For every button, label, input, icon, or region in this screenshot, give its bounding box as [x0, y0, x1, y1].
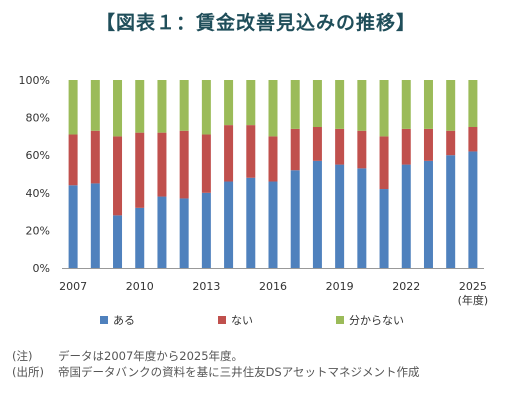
legend-swatch [336, 316, 344, 324]
bar-segment-分からない-2009 [113, 80, 123, 137]
bar-segment-ある-2009 [113, 215, 123, 268]
note-row: (注) データは2007年度から2025年度。 [12, 348, 420, 364]
source-text: 帝国データバンクの資料を基に三井住友DSアセットマネジメント作成 [58, 365, 420, 379]
bar-segment-ない-2015 [246, 125, 256, 178]
bar-segment-分からない-2010 [135, 80, 145, 133]
bar-segment-ない-2024 [446, 130, 456, 156]
bar-segment-分からない-2020 [357, 80, 367, 131]
bar-segment-ない-2013 [201, 134, 211, 193]
bar-segment-分からない-2015 [246, 80, 256, 126]
bar-segment-分からない-2023 [423, 80, 433, 129]
bar-segment-ない-2009 [113, 136, 123, 216]
bar-segment-ある-2020 [357, 168, 367, 268]
bar-segment-ない-2014 [224, 125, 234, 182]
legend-label: ない [231, 314, 253, 327]
bar-segment-ない-2016 [268, 136, 278, 182]
bar-segment-ない-2023 [423, 128, 433, 161]
bar-segment-分からない-2019 [335, 80, 345, 129]
bar-segment-分からない-2024 [446, 80, 456, 131]
bar-segment-分からない-2022 [401, 80, 411, 129]
x-tick-label: 2010 [126, 280, 154, 293]
note-text: データは2007年度から2025年度。 [58, 349, 244, 363]
bar-segment-ある-2015 [246, 177, 256, 268]
x-tick-label: 2016 [259, 280, 287, 293]
bar-segment-分からない-2017 [290, 80, 300, 129]
bar-segment-ない-2011 [157, 132, 167, 197]
bar-segment-ない-2012 [179, 130, 189, 199]
bar-segment-分からない-2018 [312, 80, 322, 127]
bar-segment-ある-2017 [290, 170, 300, 268]
chart-title: 【図表１：賃金改善見込みの推移】 [95, 12, 416, 34]
x-tick-label: 2022 [392, 280, 420, 293]
bar-segment-ない-2020 [357, 130, 367, 169]
bar-segment-分からない-2007 [68, 80, 78, 135]
bar-segment-分からない-2008 [90, 80, 100, 131]
bars [68, 80, 478, 268]
source-label: (出所) [12, 365, 44, 379]
x-tick-label: 2025 [459, 280, 487, 293]
bar-segment-ある-2013 [201, 192, 211, 268]
y-axis: 0% 20% 40% 60% 80% 100% [19, 74, 50, 275]
legend-label: 分からない [349, 314, 404, 327]
bar-segment-ある-2018 [312, 160, 322, 268]
note-label: (注) [12, 349, 33, 363]
y-tick-label: 60% [26, 149, 50, 162]
y-tick-label: 80% [26, 112, 50, 125]
bar-segment-ある-2012 [179, 198, 189, 268]
bar-segment-ある-2025 [468, 151, 478, 268]
legend-swatch [218, 316, 226, 324]
bar-segment-分からない-2021 [379, 80, 389, 137]
x-unit-label: (年度) [458, 293, 489, 307]
bar-segment-ある-2014 [224, 181, 234, 268]
y-tick-label: 20% [26, 224, 50, 237]
notes: (注) データは2007年度から2025年度。 (出所) 帝国データバンクの資料… [12, 348, 420, 380]
legend-label: ある [113, 314, 135, 327]
source-row: (出所) 帝国データバンクの資料を基に三井住友DSアセットマネジメント作成 [12, 364, 420, 380]
x-axis: 2007 2010 2013 2016 2019 2022 2025(年度) [59, 268, 489, 307]
y-tick-label: 40% [26, 187, 50, 200]
bar-segment-ない-2025 [468, 127, 478, 152]
bar-segment-ない-2010 [135, 132, 145, 208]
bar-segment-ある-2007 [68, 185, 78, 268]
legend: ある ない 分からない [100, 314, 404, 327]
bar-segment-ある-2023 [423, 160, 433, 268]
bar-segment-ない-2021 [379, 136, 389, 190]
bar-segment-ある-2024 [446, 155, 456, 268]
bar-segment-分からない-2016 [268, 80, 278, 137]
x-tick-label: 2019 [326, 280, 354, 293]
bar-segment-ある-2010 [135, 207, 145, 268]
bar-segment-ある-2019 [335, 164, 345, 268]
bar-segment-ある-2008 [90, 183, 100, 268]
bar-segment-ない-2019 [335, 128, 345, 165]
bar-segment-ない-2017 [290, 128, 300, 171]
bar-segment-ない-2018 [312, 127, 322, 161]
x-tick-label: 2007 [59, 280, 87, 293]
bar-segment-分からない-2013 [201, 80, 211, 135]
bar-segment-分からない-2011 [157, 80, 167, 133]
y-tick-label: 0% [33, 262, 50, 275]
bar-segment-ある-2011 [157, 196, 167, 268]
y-tick-label: 100% [19, 74, 50, 87]
bar-segment-分からない-2014 [224, 80, 234, 126]
bar-segment-ない-2022 [401, 128, 411, 165]
bar-segment-分からない-2025 [468, 80, 478, 127]
bar-segment-ある-2016 [268, 181, 278, 268]
bar-segment-ある-2022 [401, 164, 411, 268]
legend-swatch [100, 316, 108, 324]
x-tick-label: 2013 [192, 280, 220, 293]
bar-segment-ない-2007 [68, 134, 78, 186]
bar-segment-ない-2008 [90, 130, 100, 184]
bar-segment-ある-2021 [379, 189, 389, 268]
bar-segment-分からない-2012 [179, 80, 189, 131]
